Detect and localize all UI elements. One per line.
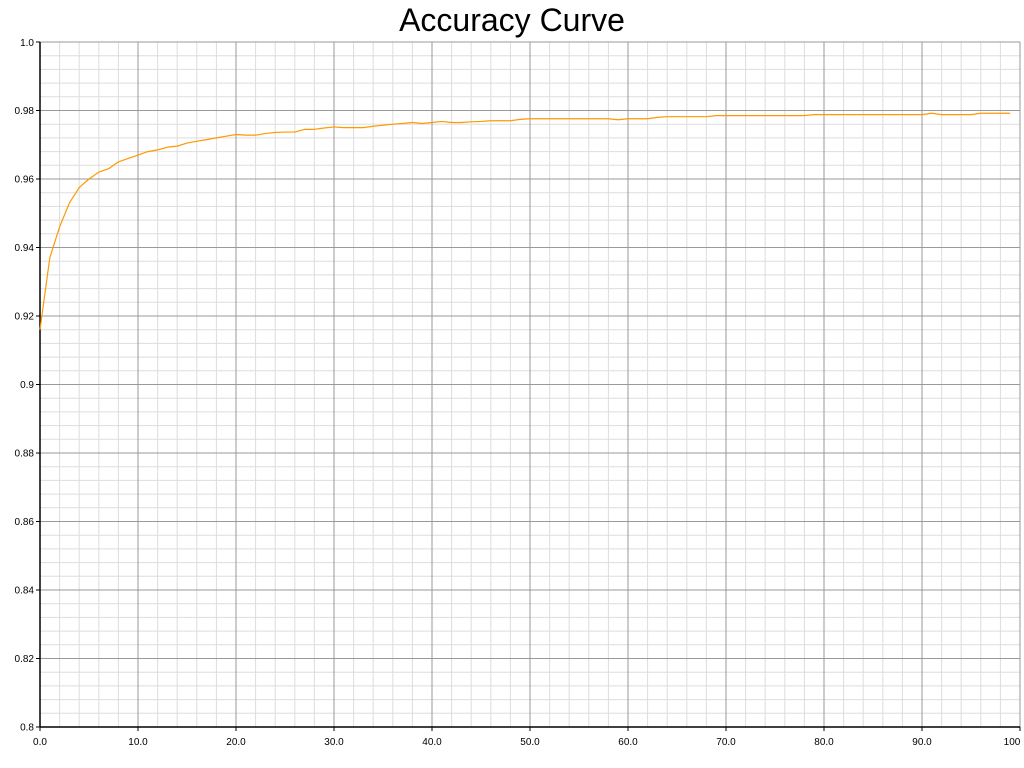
x-tick-label: 80.0 bbox=[814, 737, 834, 748]
x-tick-label: 100 bbox=[1004, 737, 1021, 748]
y-tick-label: 0.8 bbox=[20, 723, 34, 734]
x-tick-label: 40.0 bbox=[422, 737, 442, 748]
x-tick-label: 60.0 bbox=[618, 737, 638, 748]
y-tick-label: 0.98 bbox=[15, 106, 35, 117]
y-tick-label: 1.0 bbox=[20, 38, 34, 49]
axes bbox=[36, 41, 1021, 731]
y-tick-label: 0.9 bbox=[20, 380, 34, 391]
series-layer bbox=[39, 112, 1011, 330]
chart-title: Accuracy Curve bbox=[399, 2, 625, 38]
y-tick-label: 0.86 bbox=[15, 517, 35, 528]
major-grid bbox=[39, 41, 1021, 728]
y-tick-label: 0.84 bbox=[15, 586, 35, 597]
x-tick-label: 90.0 bbox=[912, 737, 932, 748]
x-tick-label: 50.0 bbox=[520, 737, 540, 748]
y-tick-label: 0.92 bbox=[15, 312, 35, 323]
x-tick-label: 30.0 bbox=[324, 737, 344, 748]
y-tick-label: 0.94 bbox=[15, 243, 35, 254]
x-tick-label: 20.0 bbox=[226, 737, 246, 748]
x-tick-label: 70.0 bbox=[716, 737, 736, 748]
y-tick-label: 0.82 bbox=[15, 654, 35, 665]
y-tick-label: 0.88 bbox=[15, 449, 35, 460]
x-tick-label: 10.0 bbox=[128, 737, 148, 748]
accuracy-series-line bbox=[39, 112, 1011, 330]
y-tick-label: 0.96 bbox=[15, 175, 35, 186]
x-tick-label: 0.0 bbox=[33, 737, 47, 748]
tick-labels: 0.0 10.0 20.0 30.0 40.0 50.0 60.0 70.0 80.0 90.0 1… bbox=[15, 38, 1021, 748]
